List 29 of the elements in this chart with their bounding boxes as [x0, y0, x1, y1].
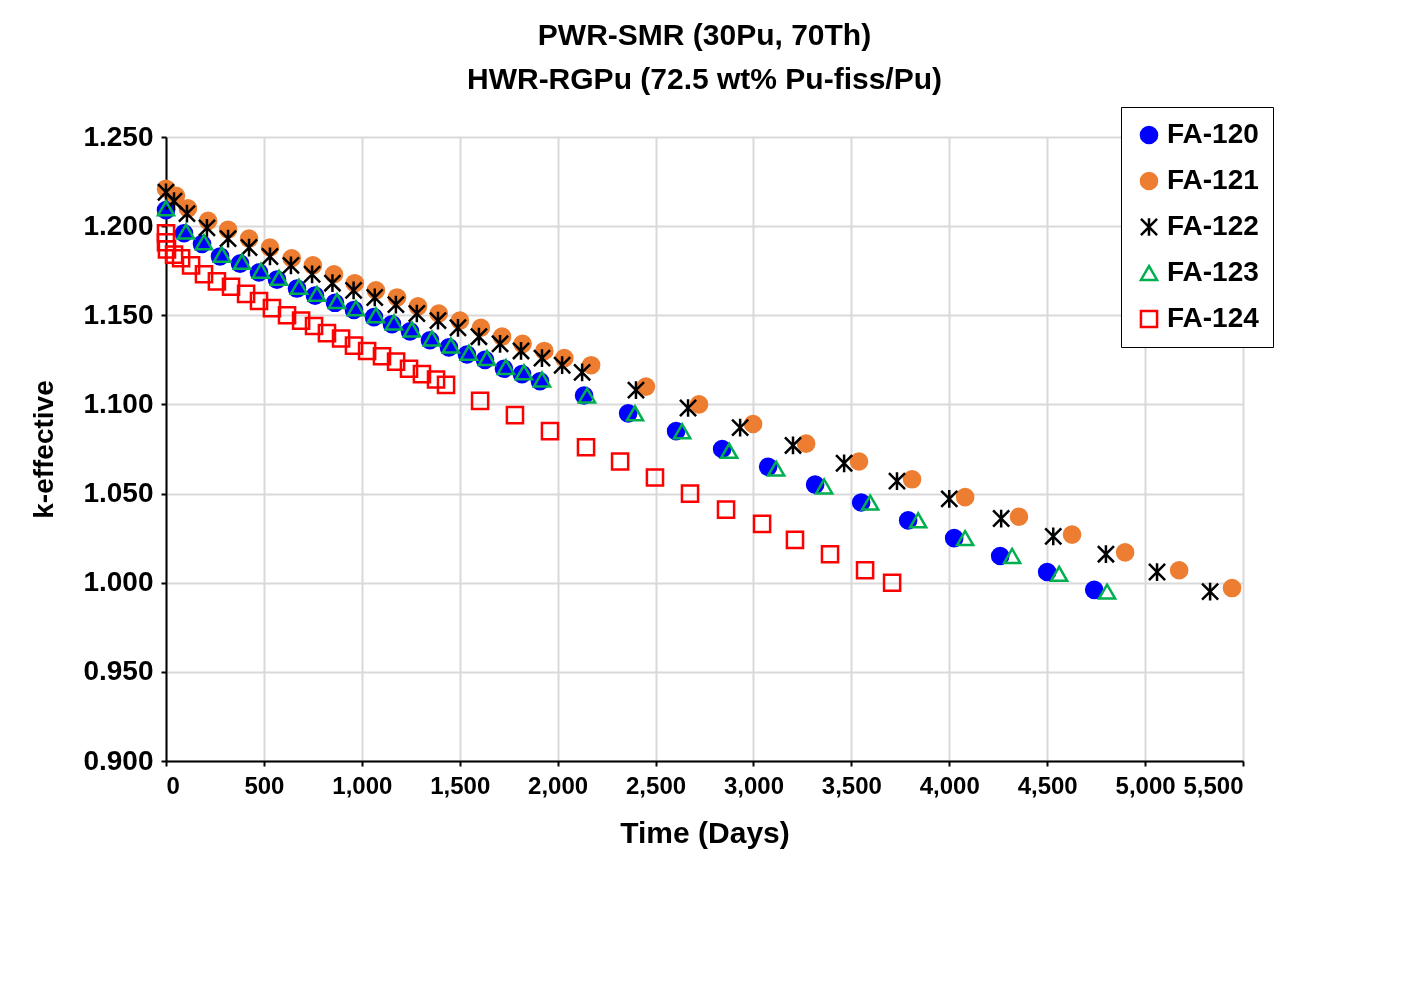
x-tick-label: 2,000: [528, 771, 589, 799]
legend-label: FA-124: [1167, 302, 1260, 333]
x-tick-label: 4,000: [919, 771, 980, 799]
y-tick-label: 1.050: [83, 477, 154, 509]
x-tick-label: 5,000: [1115, 771, 1176, 799]
x-tick-label: 3,500: [821, 771, 882, 799]
y-tick-label: 1.150: [83, 298, 154, 330]
x-tick-label: 4,500: [1017, 771, 1078, 799]
x-tick-label: 0: [166, 771, 180, 799]
legend-label: FA-122: [1167, 210, 1259, 241]
y-axis-title: k-effective: [28, 380, 60, 519]
y-tick-label: 1.100: [83, 387, 154, 419]
y-tick-label: 0.900: [83, 744, 154, 776]
x-tick-label: 3,000: [723, 771, 784, 799]
x-axis-title: Time (Days): [620, 815, 790, 849]
x-tick-label: 500: [244, 771, 285, 799]
y-tick-label: 0.950: [83, 655, 154, 687]
chart-title: PWR-SMR (30Pu, 70Th): [537, 17, 872, 51]
legend-label: FA-121: [1167, 164, 1259, 195]
x-tick-label: 1,000: [332, 771, 393, 799]
y-tick-label: 1.200: [83, 209, 154, 241]
x-tick-label: 2,500: [626, 771, 687, 799]
legend-label: FA-120: [1167, 118, 1259, 149]
y-tick-label: 1.250: [83, 120, 154, 152]
x-tick-label: 1,500: [430, 771, 491, 799]
y-tick-label: 1.000: [83, 566, 154, 598]
legend-label: FA-123: [1167, 256, 1259, 287]
x-tick-label: 5,500: [1183, 771, 1244, 799]
chart-subtitle: HWR-RGPu (72.5 wt% Pu-fiss/Pu): [466, 61, 943, 95]
